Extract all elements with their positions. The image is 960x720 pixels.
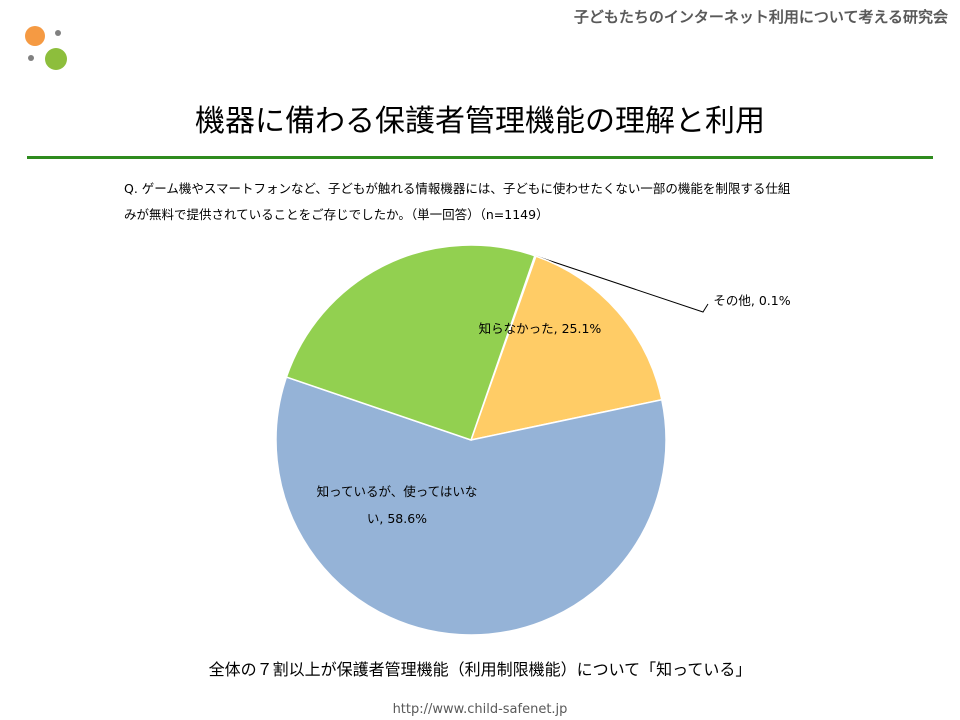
question-line-1: Q. ゲーム機やスマートフォンなど、子どもが触れる情報機器には、子どもに使わせた… (124, 181, 791, 196)
survey-question: Q. ゲーム機やスマートフォンなど、子どもが触れる情報機器には、子どもに使わせた… (124, 176, 844, 228)
logo-gray-dot-left (28, 55, 34, 61)
pie-slice-4 (285, 244, 536, 441)
logo-green-dot (45, 48, 67, 70)
logo (25, 26, 67, 70)
pie-slice-3 (275, 376, 667, 636)
pie-label-3: 知っているが、使ってはいない, 58.6% (317, 484, 478, 526)
pie-leader-line-1 (535, 255, 709, 313)
chart-summary: 全体の７割以上が保護者管理機能（利用制限機能）について「知っている」 (208, 660, 752, 679)
page-title: 機器に備わる保護者管理機能の理解と利用 (195, 104, 765, 139)
footer-url: http://www.child-safenet.jp (392, 702, 568, 717)
organization-name: 子どもたちのインターネット利用について考える研究会 (573, 8, 948, 26)
logo-gray-dot-top (55, 30, 61, 36)
pie-slice-2 (469, 255, 663, 442)
pie-label-1: その他, 0.1% (713, 293, 790, 308)
logo-orange-dot (25, 26, 45, 46)
title-divider (27, 156, 933, 159)
pie-label-4: 知らなかった, 25.1% (479, 321, 602, 336)
question-line-2: みが無料で提供されていることをご存じでしたか。（単一回答）（n=1149） (124, 207, 549, 222)
